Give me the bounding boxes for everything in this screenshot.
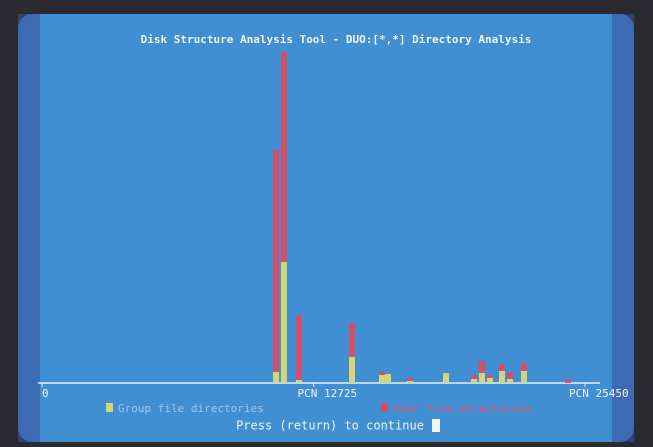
bar-segment: [564, 379, 571, 383]
bar-segment: [407, 378, 414, 381]
bar-segment: [385, 374, 392, 383]
bar-segment: [273, 150, 280, 372]
bar-segment: [479, 361, 486, 373]
x-tick-label: 0: [42, 387, 49, 400]
legend-label: User file directories: [393, 402, 532, 415]
bar-segment: [507, 372, 514, 379]
bar-segment: [479, 373, 486, 383]
screen-edge: [612, 14, 634, 442]
bar-segment: [521, 363, 528, 371]
bar-segment: [295, 315, 302, 380]
cursor: [432, 419, 440, 432]
screen: [18, 14, 634, 442]
bar-segment: [407, 381, 414, 383]
screen-edge: [18, 14, 40, 442]
bar-segment: [442, 373, 449, 383]
bar-segment: [349, 323, 356, 357]
bar-segment: [273, 372, 280, 383]
legend-marker: [106, 403, 113, 412]
bar-segment: [378, 372, 385, 375]
bar-segment: [499, 371, 506, 383]
x-tick-label: PCN 25450: [569, 387, 629, 400]
legend-marker: [381, 403, 388, 412]
bar-segment: [280, 262, 287, 383]
bar-segment: [521, 371, 528, 383]
bar-segment: [499, 364, 506, 371]
bar-segment: [507, 379, 514, 383]
legend-label: Group file directories: [118, 402, 264, 415]
bar-segment: [487, 378, 494, 383]
chart-title: Disk Structure Analysis Tool - DUO:[*,*]…: [141, 33, 532, 46]
bar-segment: [471, 379, 478, 383]
bar-segment: [349, 357, 356, 383]
bar-segment: [295, 380, 302, 383]
footer-prompt: Press (return) to continue: [236, 419, 424, 433]
bar-segment: [280, 52, 287, 262]
bar-segment: [378, 375, 385, 383]
x-tick-label: PCN 12725: [298, 387, 358, 400]
bar-segment: [487, 375, 494, 378]
bar-segment: [471, 375, 478, 379]
